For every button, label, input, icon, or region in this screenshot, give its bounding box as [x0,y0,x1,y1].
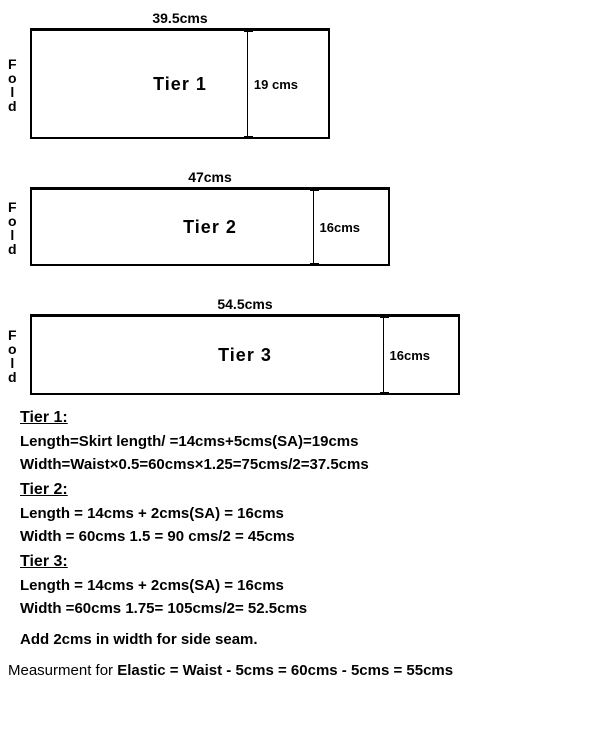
fold-letter: d [8,370,17,384]
tier-1-rect: Tier 1 19 cms [30,29,330,139]
tier-3-width-label: 54.5cms [30,296,460,312]
fold-label: F o l d [8,328,17,384]
fold-letter: l [8,356,17,370]
elastic-formula: Elastic = Waist - 5cms = 60cms - 5cms = … [117,662,453,679]
fold-letter: F [8,328,17,342]
seam-note: Add 2cms in width for side seam. [20,631,580,648]
tier-2-length-formula: Length = 14cms + 2cms(SA) = 16cms [20,505,580,522]
tier-2-width-label: 47cms [30,169,390,185]
tier-1-block: F o l d 39.5cms Tier 1 19 cms [0,10,600,139]
tier-2-width-formula: Width = 60cms 1.5 = 90 cms/2 = 45cms [20,528,580,545]
tier-2-block: F o l d 47cms Tier 2 16cms [0,169,600,266]
tier-2-height-label: 16cms [320,220,360,235]
tier-1-width-label: 39.5cms [30,10,330,26]
fold-letter: d [8,99,17,113]
tier-2-rect: Tier 2 16cms [30,188,390,266]
elastic-measurement: Measurment for Elastic = Waist - 5cms = … [0,662,600,679]
tier-3-heading: Tier 3: [20,553,580,571]
elastic-prefix: Measurment for [8,662,117,679]
tier-3-width-formula: Width =60cms 1.75= 105cms/2= 52.5cms [20,600,580,617]
fold-letter: o [8,214,17,228]
fold-letter: F [8,57,17,71]
tier-3-rect: Tier 3 16cms [30,315,460,395]
tier-1-title: Tier 1 [153,74,207,95]
tier-2-title: Tier 2 [183,217,237,238]
tier-2-height-dim: 16cms [313,190,360,264]
height-line [313,190,314,264]
tier-3-height-dim: 16cms [383,317,430,393]
tier-2-heading: Tier 2: [20,481,580,499]
tier-3-height-label: 16cms [390,348,430,363]
fold-letter: l [8,85,17,99]
fold-label: F o l d [8,57,17,113]
tier-1-width-formula: Width=Waist×0.5=60cms×1.25=75cms/2=37.5c… [20,456,580,473]
tier-3-block: F o l d 54.5cms Tier 3 16cms [0,296,600,395]
fold-letter: d [8,242,17,256]
tier-3-title: Tier 3 [218,345,272,366]
calculation-notes: Tier 1: Length=Skirt length/ =14cms+5cms… [0,409,600,648]
fold-letter: o [8,71,17,85]
height-line [247,31,248,137]
tier-1-length-formula: Length=Skirt length/ =14cms+5cms(SA)=19c… [20,433,580,450]
fold-label: F o l d [8,200,17,256]
fold-letter: l [8,228,17,242]
fold-letter: F [8,200,17,214]
tier-3-length-formula: Length = 14cms + 2cms(SA) = 16cms [20,577,580,594]
tier-1-heading: Tier 1: [20,409,580,427]
fold-letter: o [8,342,17,356]
tier-1-height-label: 19 cms [254,77,298,92]
pattern-diagram-page: F o l d 39.5cms Tier 1 19 cms F o l d 47… [0,0,600,689]
tier-1-height-dim: 19 cms [247,31,298,137]
height-line [383,317,384,393]
